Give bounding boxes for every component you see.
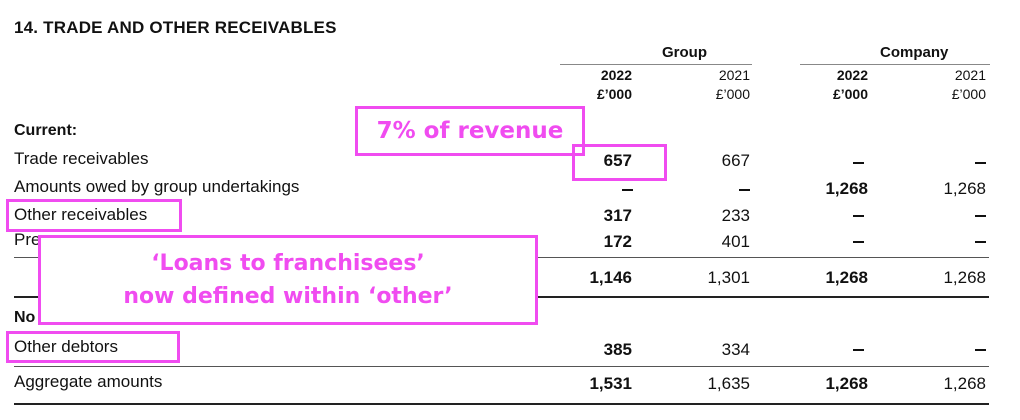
aggregate-c2022: 1,268: [825, 374, 868, 393]
current-total-g2022: 1,146: [589, 268, 632, 287]
group-undertakings-c2022: 1,268: [825, 179, 868, 198]
section-title: 14. TRADE AND OTHER RECEIVABLES: [14, 18, 337, 37]
aggregate-g2021: 1,635: [707, 374, 750, 393]
other-receivables-g2022: 317: [603, 206, 632, 225]
company-unit-2021: £’000: [951, 86, 986, 102]
other-debtors-c2021-dash: [975, 349, 986, 351]
company-header: Company: [880, 44, 949, 61]
other-debtors-label: Other debtors: [14, 337, 118, 356]
other-receivables-highlight: [6, 199, 182, 232]
company-year-2022: 2022: [836, 67, 868, 83]
other-debtors-highlight: [6, 331, 180, 363]
group-undertakings-c2021: 1,268: [943, 179, 986, 198]
loans-annotation-line1: ‘Loans to franchisees’: [151, 251, 425, 276]
company-unit-2022: £’000: [832, 86, 868, 102]
trade-receivables-highlight: [572, 144, 667, 181]
trade-receivables-c2021-dash: [975, 162, 986, 164]
group-unit-2022: £’000: [596, 86, 632, 102]
noncurrent-heading: No: [14, 309, 36, 326]
group-year-2022: 2022: [600, 67, 632, 83]
group-undertakings-g2022-dash: [622, 189, 633, 191]
prepayments-g2022: 172: [603, 232, 632, 251]
company-year-2021: 2021: [954, 67, 986, 83]
revenue-annotation-box: 7% of revenue: [355, 106, 585, 156]
prepayments-g2021: 401: [721, 232, 750, 251]
prepayments-label: Pre: [14, 230, 41, 249]
current-total-c2022: 1,268: [825, 268, 868, 287]
current-total-c2021: 1,268: [943, 268, 986, 287]
other-receivables-c2021-dash: [975, 215, 986, 217]
prepayments-c2021-dash: [975, 241, 986, 243]
trade-receivables-label: Trade receivables: [14, 149, 149, 168]
prepayments-c2022-dash: [853, 241, 864, 243]
loans-annotation-box: ‘Loans to franchisees’ now defined withi…: [38, 235, 538, 325]
trade-receivables-g2022: 657: [603, 151, 632, 170]
current-total-g2021: 1,301: [707, 268, 750, 287]
loans-annotation-line2: now defined within ‘other’: [123, 284, 453, 309]
group-undertakings-label: Amounts owed by group undertakings: [14, 177, 300, 196]
aggregate-bottom-rule: [14, 403, 989, 405]
other-debtors-g2022: 385: [603, 340, 632, 359]
group-header-rule: [560, 64, 752, 65]
trade-receivables-c2022-dash: [853, 162, 864, 164]
aggregate-c2021: 1,268: [943, 374, 986, 393]
other-debtors-c2022-dash: [853, 349, 864, 351]
group-undertakings-g2021-dash: [739, 189, 750, 191]
other-debtors-g2021: 334: [721, 340, 750, 359]
trade-receivables-g2021: 667: [721, 151, 750, 170]
other-receivables-c2022-dash: [853, 215, 864, 217]
other-receivables-label: Other receivables: [14, 205, 148, 224]
revenue-annotation-text: 7% of revenue: [376, 118, 564, 144]
aggregate-g2022: 1,531: [589, 374, 632, 393]
aggregate-top-rule: [14, 366, 989, 367]
aggregate-label: Aggregate amounts: [14, 372, 163, 391]
other-receivables-g2021: 233: [721, 206, 750, 225]
group-unit-2021: £’000: [715, 86, 750, 102]
company-header-rule: [800, 64, 990, 65]
group-header: Group: [662, 44, 707, 61]
current-heading: Current:: [14, 122, 78, 139]
group-year-2021: 2021: [718, 67, 750, 83]
